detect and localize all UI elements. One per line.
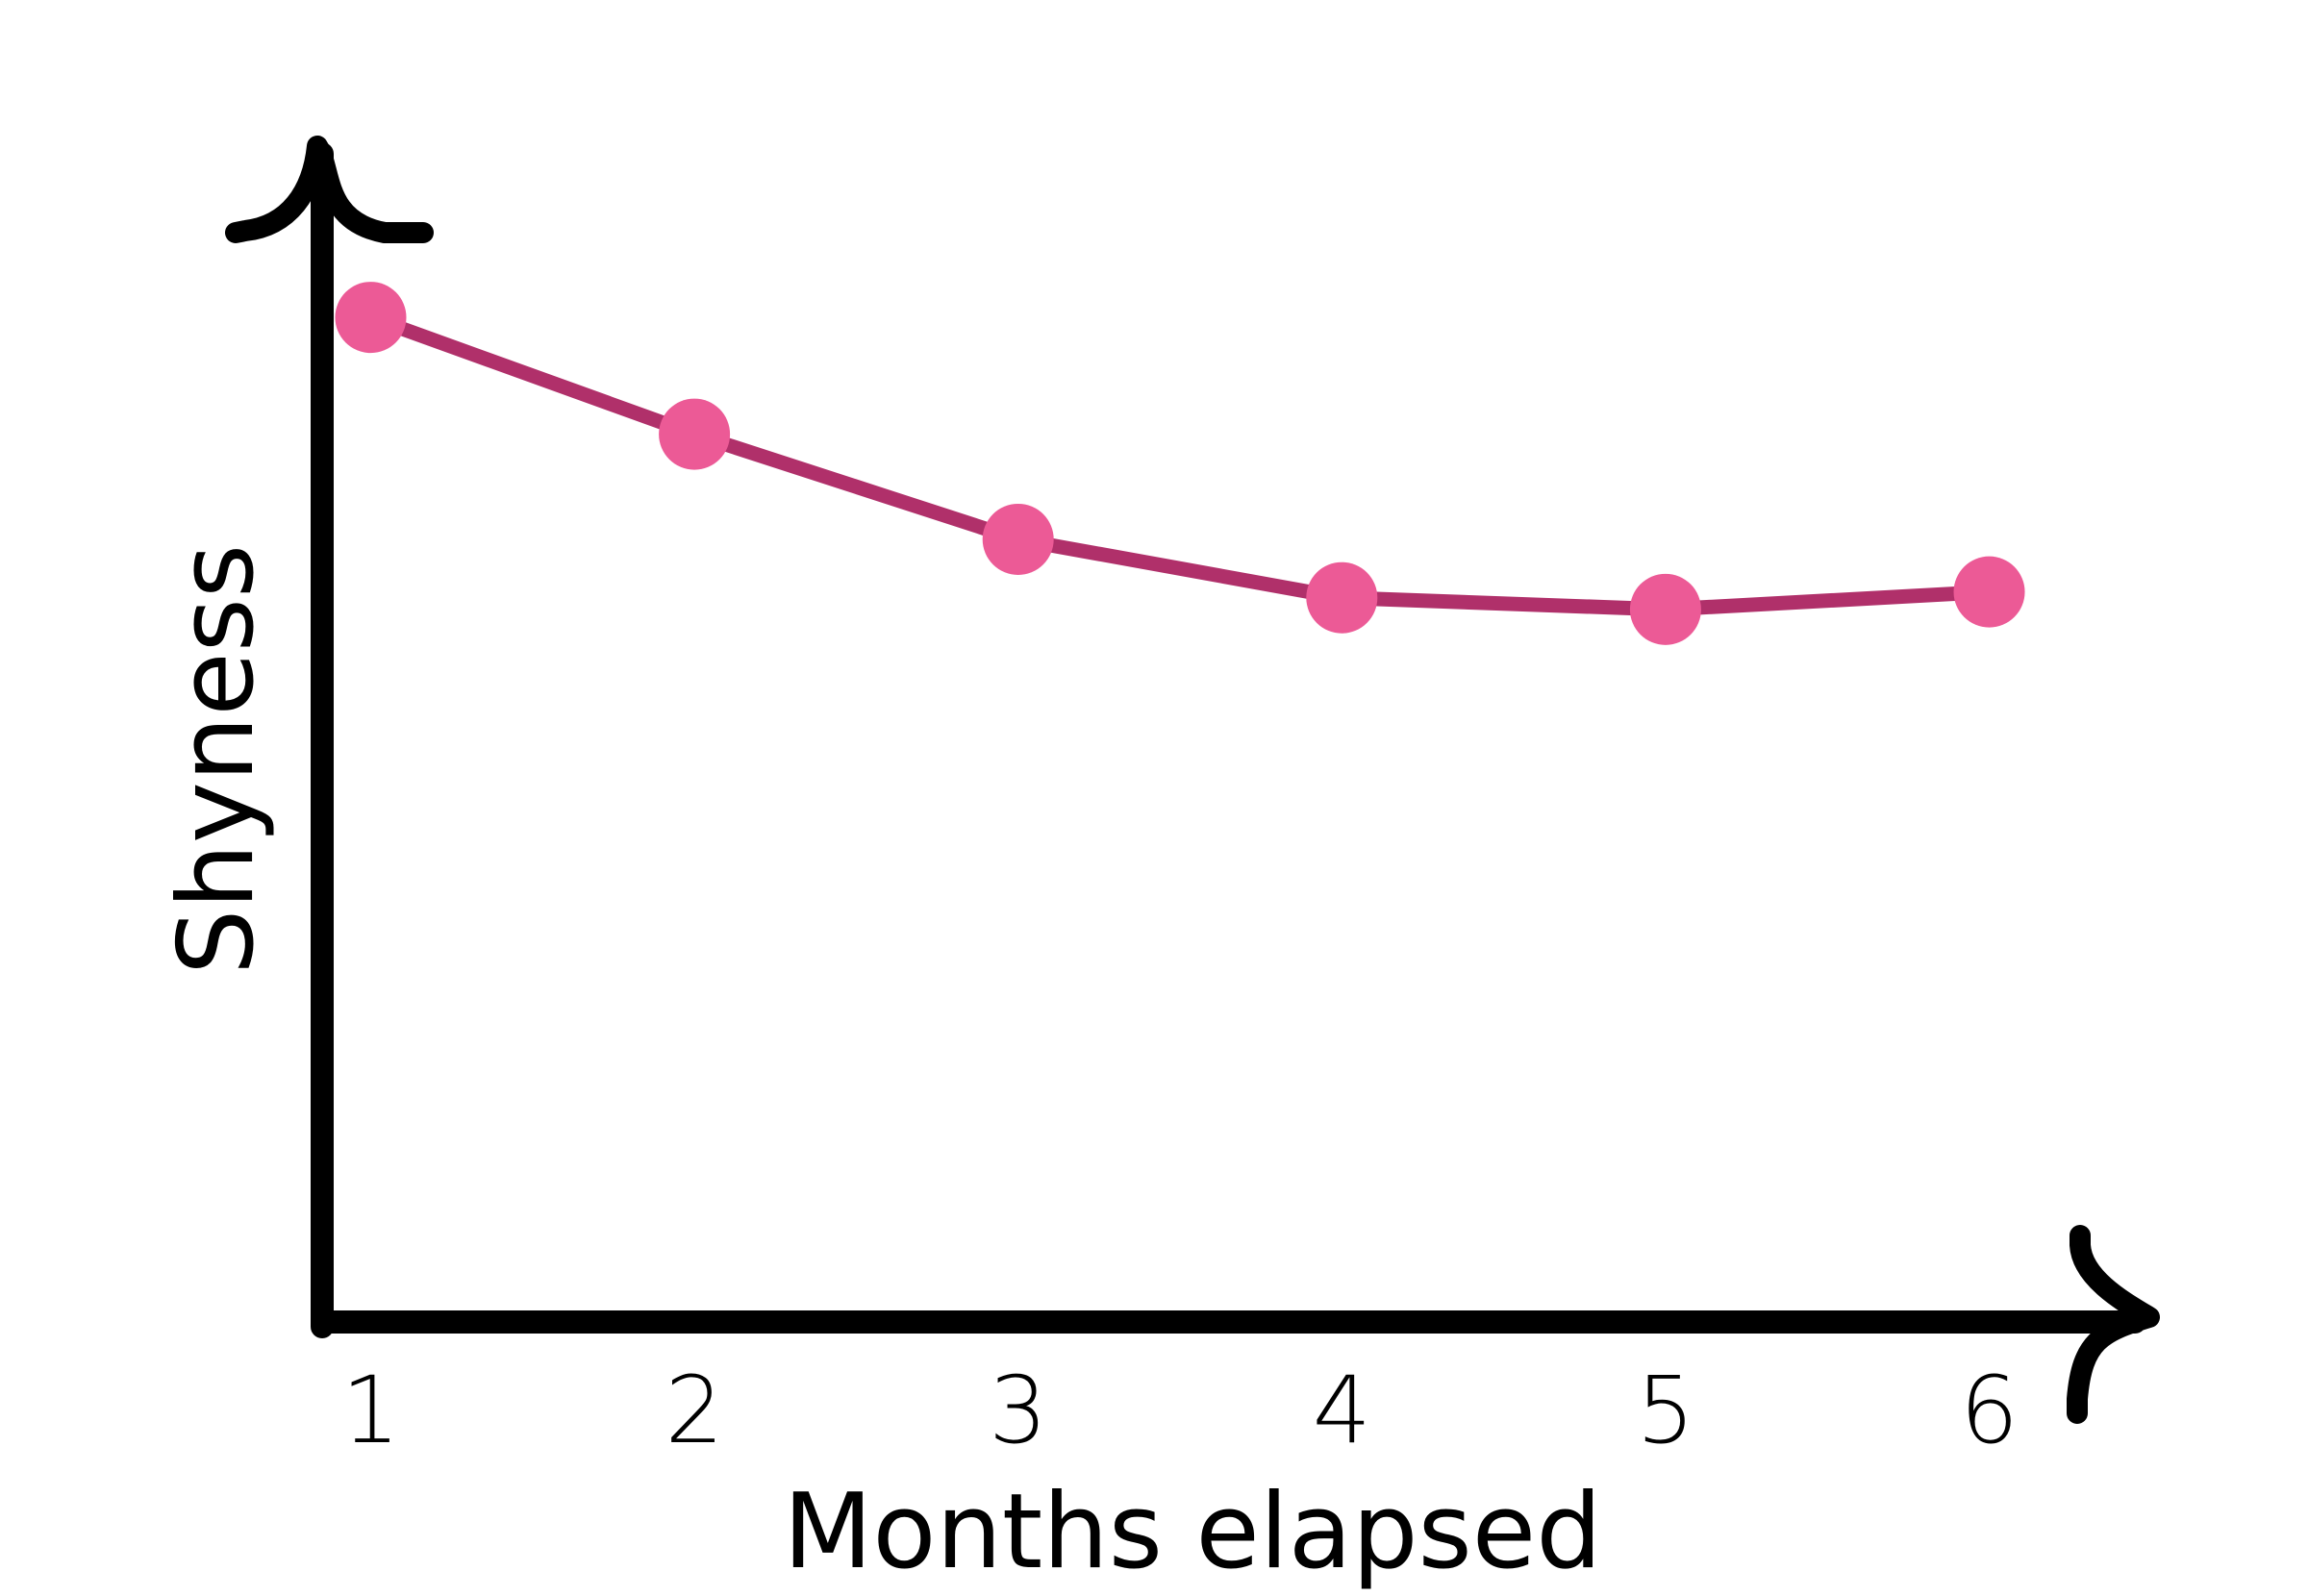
x-tick-labels: 1 2 3 4 5 6 bbox=[341, 1357, 2019, 1464]
x-tick-label-5: 5 bbox=[1636, 1357, 1694, 1464]
x-axis-arrowhead bbox=[2067, 1225, 2160, 1424]
data-point-1 bbox=[335, 282, 407, 354]
data-point-4 bbox=[1306, 561, 1378, 634]
data-point-3 bbox=[982, 503, 1054, 575]
data-point-6 bbox=[1953, 556, 2025, 628]
x-tick-label-2: 2 bbox=[665, 1357, 724, 1464]
x-axis-label: Months elapsed bbox=[783, 1472, 1602, 1592]
data-point-2 bbox=[659, 398, 731, 470]
x-tick-label-6: 6 bbox=[1960, 1357, 2019, 1464]
x-tick-label-1: 1 bbox=[341, 1357, 400, 1464]
series-layer bbox=[335, 282, 2025, 645]
y-axis-label: Shyness bbox=[157, 544, 277, 975]
x-tick-label-4: 4 bbox=[1313, 1357, 1371, 1464]
data-point-5 bbox=[1629, 573, 1701, 645]
y-axis-arrowhead bbox=[225, 136, 434, 243]
series-line-0 bbox=[363, 310, 1997, 617]
x-tick-label-3: 3 bbox=[989, 1357, 1047, 1464]
axes bbox=[225, 136, 2160, 1424]
